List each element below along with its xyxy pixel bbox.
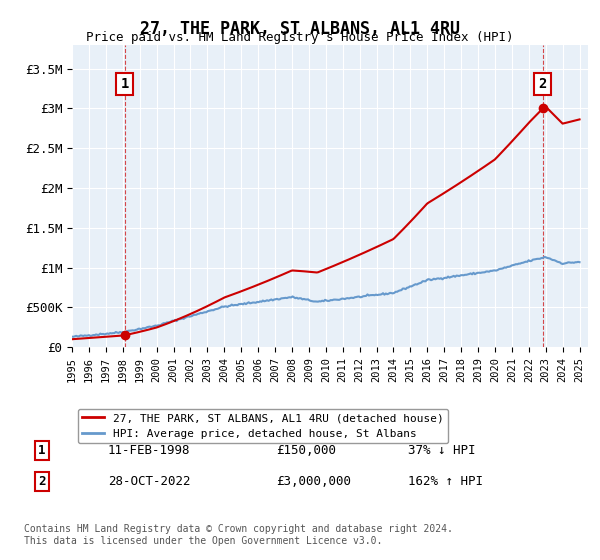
Text: 27, THE PARK, ST ALBANS, AL1 4RU: 27, THE PARK, ST ALBANS, AL1 4RU bbox=[140, 20, 460, 38]
Text: Contains HM Land Registry data © Crown copyright and database right 2024.
This d: Contains HM Land Registry data © Crown c… bbox=[24, 524, 453, 546]
Text: 28-OCT-2022: 28-OCT-2022 bbox=[108, 475, 191, 488]
Text: 1: 1 bbox=[38, 444, 46, 458]
Text: £3,000,000: £3,000,000 bbox=[276, 475, 351, 488]
Text: £150,000: £150,000 bbox=[276, 444, 336, 458]
Text: 1: 1 bbox=[121, 77, 129, 91]
Text: 162% ↑ HPI: 162% ↑ HPI bbox=[408, 475, 483, 488]
Text: 11-FEB-1998: 11-FEB-1998 bbox=[108, 444, 191, 458]
Legend: 27, THE PARK, ST ALBANS, AL1 4RU (detached house), HPI: Average price, detached : 27, THE PARK, ST ALBANS, AL1 4RU (detach… bbox=[77, 409, 448, 443]
Text: 2: 2 bbox=[38, 475, 46, 488]
Text: Price paid vs. HM Land Registry's House Price Index (HPI): Price paid vs. HM Land Registry's House … bbox=[86, 31, 514, 44]
Text: 2: 2 bbox=[539, 77, 547, 91]
Text: 37% ↓ HPI: 37% ↓ HPI bbox=[408, 444, 476, 458]
